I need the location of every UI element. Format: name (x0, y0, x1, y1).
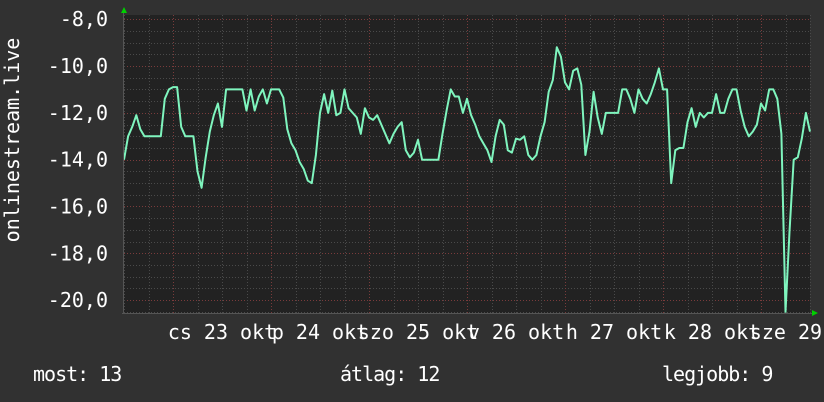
legend-current: most: 13 (33, 362, 122, 386)
axes (121, 7, 818, 316)
y-tick-label: -16,0 (48, 194, 108, 218)
x-tick-label: v 26 okt (468, 320, 564, 344)
legend-average: átlag: 12 (340, 362, 440, 386)
y-axis-ticks: -8,0 -10,0 -12,0 -14,0 -16,0 -18,0 -20,0 (48, 7, 108, 312)
x-tick-label: sze 29 okt (750, 320, 824, 344)
x-tick-label: k 28 okt (664, 320, 760, 344)
x-tick-label: cs 23 okt (168, 320, 276, 344)
y-tick-label: -10,0 (48, 54, 108, 78)
x-tick-label: h 27 okt (566, 320, 662, 344)
legend-best: legjobb: 9 (662, 362, 773, 386)
y-tick-label: -20,0 (48, 288, 108, 312)
y-axis-label: onlinestream.live (0, 38, 24, 243)
y-tick-label: -14,0 (48, 148, 108, 172)
x-axis-arrow-icon (812, 310, 818, 316)
y-axis-arrow-icon (121, 7, 127, 13)
x-tick-label: p 24 okt (272, 320, 368, 344)
y-tick-label: -12,0 (48, 101, 108, 125)
y-tick-label: -18,0 (48, 241, 108, 265)
plot-area (124, 15, 810, 313)
series-line (123, 46, 811, 313)
y-tick-label: -8,0 (60, 7, 108, 31)
x-tick-label: szo 25 okt (358, 320, 478, 344)
